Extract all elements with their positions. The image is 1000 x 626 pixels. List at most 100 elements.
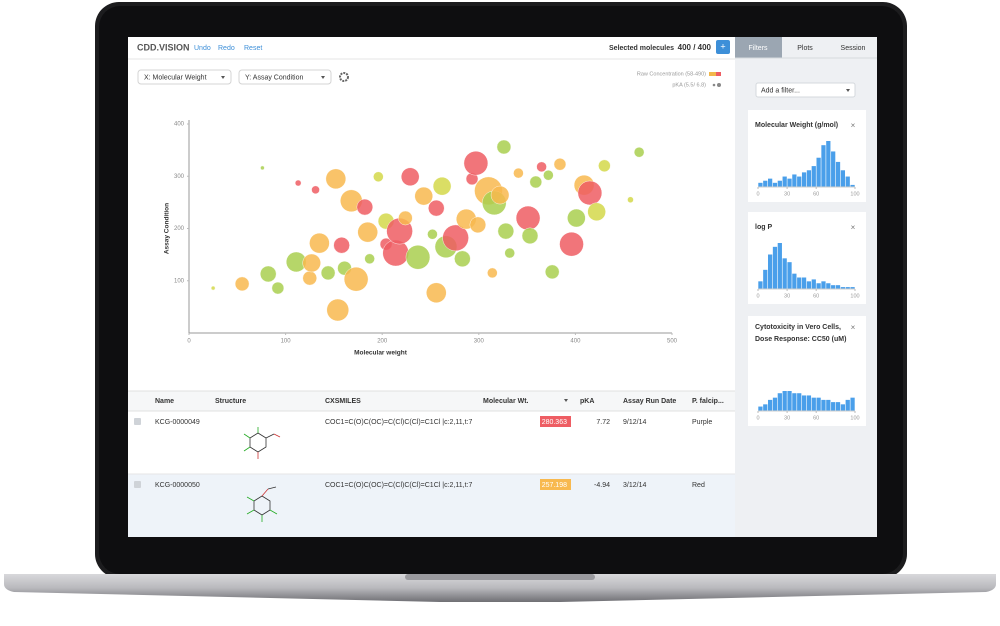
filter-title-box: Molecular Weight (g/mol) — [755, 122, 838, 129]
histogram-bar — [835, 285, 841, 289]
tab-filters[interactable]: Filters — [748, 45, 768, 52]
bubble — [559, 231, 584, 257]
bubble — [234, 276, 250, 292]
legend-label: pKA (5.5/ 6.8) — [672, 82, 706, 88]
filter-close[interactable]: × — [851, 223, 856, 232]
redo-link[interactable]: Redo — [218, 45, 235, 52]
y-tick-label: 400 — [174, 122, 185, 128]
histogram-bar — [840, 287, 845, 289]
bubble — [343, 266, 369, 292]
bubble — [426, 282, 447, 303]
histogram-bar — [792, 393, 797, 411]
histogram-bar — [831, 151, 836, 187]
histogram-bar — [792, 174, 797, 187]
filter-close[interactable]: × — [851, 323, 856, 332]
column-header[interactable]: Name — [155, 398, 174, 405]
x-select[interactable] — [137, 69, 232, 85]
mw-badge — [540, 416, 571, 427]
filter-title: log P — [755, 224, 773, 231]
column-header[interactable]: Structure — [215, 398, 246, 405]
histogram-bar — [763, 269, 768, 289]
histogram-bar — [801, 395, 807, 411]
table-cell: -4.94 — [594, 482, 610, 489]
add-filter-label[interactable]: Add a filter... — [761, 87, 800, 94]
histogram-bar — [787, 391, 792, 411]
histogram-bar — [826, 399, 831, 411]
structure-2 — [246, 486, 278, 522]
histogram-bar — [782, 391, 787, 411]
x-select-label[interactable]: X: Molecular Weight — [144, 74, 207, 81]
y-axis-label: Assay Condition — [164, 203, 171, 254]
y-tick-label: 300 — [174, 174, 185, 180]
x-tick-label: 0 — [756, 191, 759, 197]
histogram-bar — [782, 258, 787, 289]
legend-swatch — [716, 72, 721, 76]
column-header[interactable]: CXSMILES — [325, 398, 361, 405]
x-tick-label: 100 — [850, 293, 859, 299]
column-header[interactable]: Assay Run Date — [623, 398, 676, 405]
column-header[interactable]: Molecular Wt. — [483, 398, 529, 405]
x-tick-label: 100 — [850, 191, 859, 197]
add-filter-select[interactable] — [755, 82, 856, 98]
table-cell: KCG-0000049 — [155, 419, 200, 426]
x-tick-label: 0 — [756, 293, 759, 299]
y-select-label[interactable]: Y: Assay Condition — [245, 74, 303, 81]
reset-link[interactable]: Reset — [244, 45, 262, 52]
table-cell: 280.363 — [542, 419, 567, 426]
x-tick-label: 30 — [784, 191, 790, 197]
bubble — [294, 179, 302, 187]
y-tick-label: 100 — [174, 278, 185, 284]
table-cell: COC1=C(O)C(OC)=C(Cl)C(Cl)=C1Cl |c:2,11,t… — [325, 482, 474, 489]
histogram-bar — [840, 170, 845, 187]
histogram-bar — [792, 273, 797, 289]
legend-swatch — [717, 83, 721, 87]
bubble — [497, 222, 515, 240]
caret — [846, 89, 850, 92]
add-button[interactable] — [716, 40, 730, 54]
filter-close[interactable]: × — [851, 121, 856, 130]
bubble — [302, 270, 317, 286]
bubble — [504, 247, 515, 259]
structure-1 — [243, 427, 281, 459]
column-header[interactable]: pKA — [580, 398, 594, 405]
x-axis-label: Molecular weight — [354, 350, 408, 357]
row-checkbox[interactable] — [134, 481, 141, 488]
table-cell: 9/12/14 — [623, 419, 646, 426]
histogram-bar — [763, 404, 768, 411]
bubble — [454, 250, 471, 268]
x-tick-label: 60 — [813, 293, 819, 299]
bubble — [442, 224, 469, 252]
filter-title-box: Cytotoxicity in Vero Cells, Dose Respons… — [755, 324, 846, 343]
row-checkbox[interactable] — [134, 418, 141, 425]
histogram-bar — [758, 281, 763, 289]
bubble — [463, 150, 489, 176]
tab-plots[interactable]: Plots — [797, 45, 813, 52]
histogram-bar — [777, 180, 782, 187]
x-tick-label: 60 — [813, 191, 819, 197]
histogram-bar — [850, 287, 855, 289]
bubble — [633, 147, 645, 158]
bubble — [271, 281, 285, 295]
bubble — [260, 165, 265, 171]
add-button-label[interactable]: + — [720, 41, 725, 51]
histogram-bar — [840, 404, 845, 411]
x-tick-label: 100 — [281, 339, 292, 345]
undo-link[interactable]: Undo — [194, 45, 211, 52]
x-tick-label: 300 — [474, 339, 485, 345]
histogram-bar — [797, 176, 802, 187]
bubble — [326, 298, 349, 322]
column-header[interactable]: P. falcip... — [692, 398, 724, 405]
bubble — [487, 267, 498, 279]
legend-label: Raw Concentration (58-490) — [637, 71, 706, 77]
histogram-bar — [801, 277, 807, 289]
x-tick-label: 60 — [813, 415, 819, 421]
settings-icon[interactable] — [339, 72, 349, 82]
histogram-bar — [806, 281, 812, 289]
histogram-bar — [811, 166, 816, 187]
table-cell: 7.72 — [596, 419, 610, 426]
table-cell: Red — [692, 482, 705, 489]
histogram-bar — [826, 141, 831, 187]
legend-swatch — [712, 83, 716, 87]
tab-session[interactable]: Session — [841, 45, 866, 52]
y-select[interactable] — [238, 69, 332, 85]
